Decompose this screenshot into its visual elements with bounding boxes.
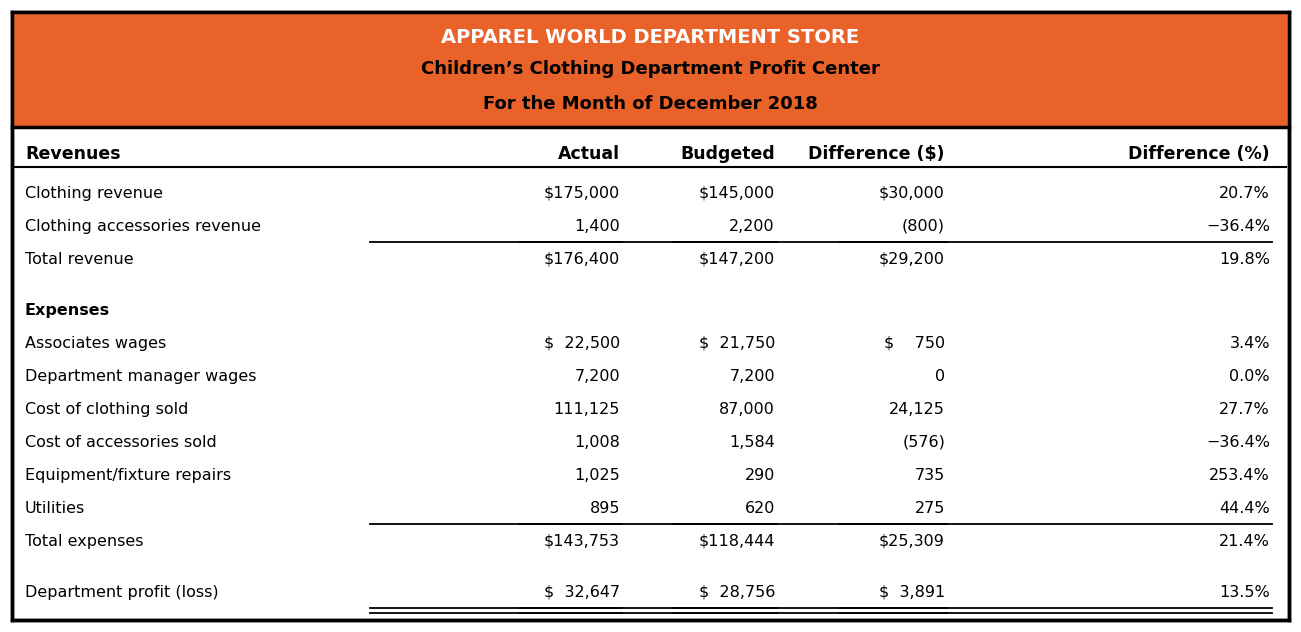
Text: 19.8%: 19.8%: [1219, 252, 1270, 267]
Text: Total expenses: Total expenses: [25, 533, 143, 549]
Text: $  21,750: $ 21,750: [699, 336, 775, 351]
Text: Budgeted: Budgeted: [680, 145, 775, 163]
Text: $  3,891: $ 3,891: [878, 585, 945, 600]
Text: $143,753: $143,753: [544, 533, 621, 549]
Text: (576): (576): [902, 435, 945, 450]
Text: $175,000: $175,000: [544, 186, 621, 201]
Text: Equipment/fixture repairs: Equipment/fixture repairs: [25, 468, 232, 483]
Text: APPAREL WORLD DEPARTMENT STORE: APPAREL WORLD DEPARTMENT STORE: [441, 28, 860, 47]
Text: 111,125: 111,125: [554, 402, 621, 416]
Text: 1,008: 1,008: [574, 435, 621, 450]
Text: $  32,647: $ 32,647: [544, 585, 621, 600]
Text: 1,400: 1,400: [574, 219, 621, 234]
Text: $147,200: $147,200: [699, 252, 775, 267]
Text: 2,200: 2,200: [730, 219, 775, 234]
Text: $30,000: $30,000: [879, 186, 945, 201]
Text: Revenues: Revenues: [25, 145, 121, 163]
Text: −36.4%: −36.4%: [1206, 219, 1270, 234]
Text: 253.4%: 253.4%: [1209, 468, 1270, 483]
Text: Clothing revenue: Clothing revenue: [25, 186, 163, 201]
Text: 275: 275: [915, 501, 945, 516]
Text: $  22,500: $ 22,500: [544, 336, 621, 351]
Text: (800): (800): [902, 219, 945, 234]
Text: 13.5%: 13.5%: [1219, 585, 1270, 600]
Text: Difference (%): Difference (%): [1128, 145, 1270, 163]
Text: Department profit (loss): Department profit (loss): [25, 585, 219, 600]
Text: $25,309: $25,309: [879, 533, 945, 549]
Text: Department manager wages: Department manager wages: [25, 369, 256, 384]
Text: $145,000: $145,000: [699, 186, 775, 201]
Bar: [12, 12, 1289, 127]
Text: 290: 290: [744, 468, 775, 483]
Text: 1,584: 1,584: [729, 435, 775, 450]
Text: 24,125: 24,125: [889, 402, 945, 416]
Text: 1,025: 1,025: [574, 468, 621, 483]
Text: Clothing accessories revenue: Clothing accessories revenue: [25, 219, 262, 234]
Text: Utilities: Utilities: [25, 501, 86, 516]
Text: 0.0%: 0.0%: [1229, 369, 1270, 384]
Text: 20.7%: 20.7%: [1219, 186, 1270, 201]
Text: 620: 620: [744, 501, 775, 516]
Text: 0: 0: [935, 369, 945, 384]
Text: For the Month of December 2018: For the Month of December 2018: [483, 95, 818, 113]
Text: Children’s Clothing Department Profit Center: Children’s Clothing Department Profit Ce…: [422, 61, 879, 78]
Text: 7,200: 7,200: [730, 369, 775, 384]
Text: $  28,756: $ 28,756: [699, 585, 775, 600]
Text: Cost of accessories sold: Cost of accessories sold: [25, 435, 217, 450]
Text: Expenses: Expenses: [25, 303, 111, 318]
Text: Cost of clothing sold: Cost of clothing sold: [25, 402, 189, 416]
Text: $176,400: $176,400: [544, 252, 621, 267]
Text: Actual: Actual: [558, 145, 621, 163]
Text: $    750: $ 750: [883, 336, 945, 351]
Text: 21.4%: 21.4%: [1219, 533, 1270, 549]
Text: Total revenue: Total revenue: [25, 252, 134, 267]
Text: 27.7%: 27.7%: [1219, 402, 1270, 416]
Text: $118,444: $118,444: [699, 533, 775, 549]
Text: 3.4%: 3.4%: [1229, 336, 1270, 351]
Text: 895: 895: [589, 501, 621, 516]
Text: Associates wages: Associates wages: [25, 336, 167, 351]
Text: −36.4%: −36.4%: [1206, 435, 1270, 450]
Text: 44.4%: 44.4%: [1219, 501, 1270, 516]
Text: 87,000: 87,000: [719, 402, 775, 416]
Text: 7,200: 7,200: [574, 369, 621, 384]
Text: 735: 735: [915, 468, 945, 483]
Text: $29,200: $29,200: [879, 252, 945, 267]
Text: Difference ($): Difference ($): [808, 145, 945, 163]
